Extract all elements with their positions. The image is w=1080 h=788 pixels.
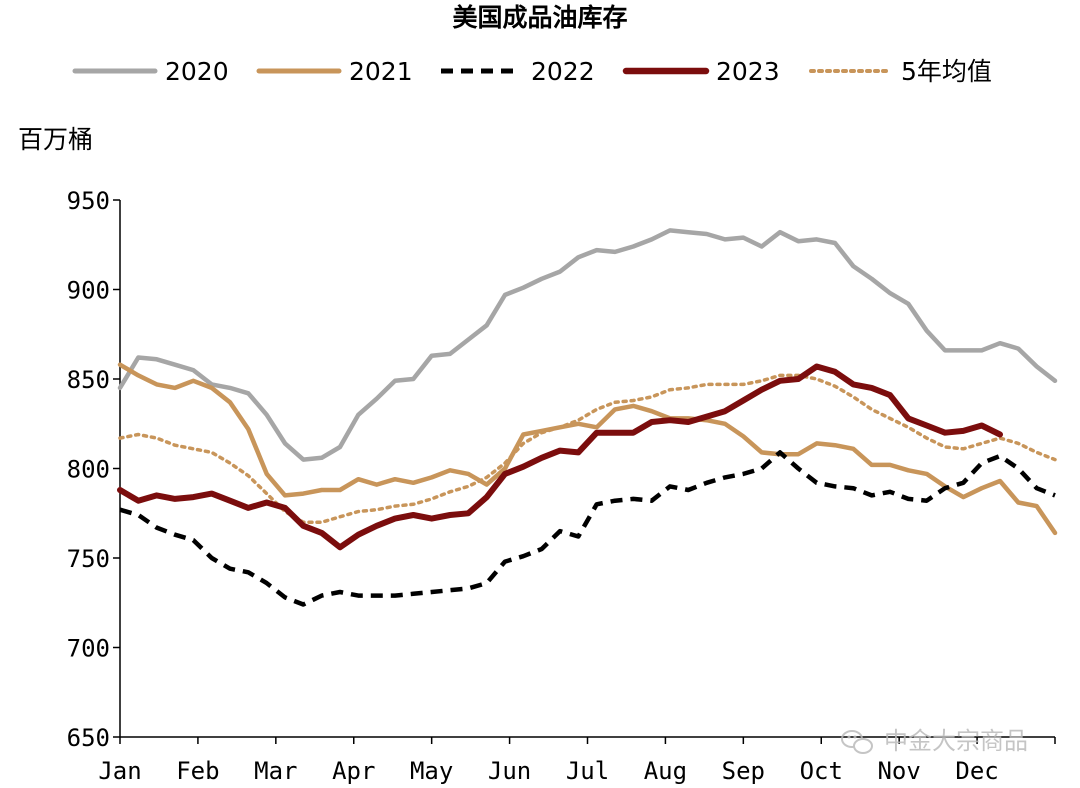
series-line-5年均值 xyxy=(118,373,1057,524)
x-tick-label: Aug xyxy=(644,757,687,785)
x-tick-label: Dec xyxy=(955,757,998,785)
legend: 2020 2021 2022 2023 5年均值 xyxy=(72,57,992,86)
series-line-2020 xyxy=(117,228,1058,462)
y-tick-label: 650 xyxy=(67,724,110,752)
series-line-2021 xyxy=(117,362,1058,536)
watermark: 中金大宗商品 xyxy=(841,727,1028,755)
legend-label-2023: 2023 xyxy=(716,57,780,86)
x-tick-label: Oct xyxy=(800,757,843,785)
y-axis-unit-label: 百万桶 xyxy=(18,125,93,154)
legend-label-2020: 2020 xyxy=(165,57,229,86)
x-tick-label: Feb xyxy=(176,757,219,785)
x-tick-label: Jul xyxy=(566,757,609,785)
y-tick-label: 900 xyxy=(67,277,110,305)
x-tick-label: Sep xyxy=(722,757,765,785)
legend-label-5年均值: 5年均值 xyxy=(901,57,992,86)
watermark-text: 中金大宗商品 xyxy=(884,727,1028,755)
x-tick-label: Apr xyxy=(332,757,375,785)
x-tick-label: Nov xyxy=(877,757,920,785)
legend-label-2021: 2021 xyxy=(349,57,413,86)
axes: 650 700 750 800 850 900 950 Jan Feb Mar Apr May Jun J… xyxy=(67,187,1056,785)
x-tick-label: Jan xyxy=(98,757,141,785)
x-tick-label: May xyxy=(410,757,453,785)
x-tick-label: Mar xyxy=(254,757,297,785)
y-tick-label: 750 xyxy=(67,545,110,573)
x-tick-label: Jun xyxy=(488,757,531,785)
y-tick-label: 950 xyxy=(67,187,110,215)
legend-label-2022: 2022 xyxy=(531,57,595,86)
y-tick-label: 700 xyxy=(67,635,110,663)
series-line-2023 xyxy=(117,363,1003,551)
chart-title: 美国成品油库存 xyxy=(452,3,627,32)
series-line-2022 xyxy=(119,450,1056,607)
y-tick-label: 800 xyxy=(67,456,110,484)
wechat-icon xyxy=(841,730,873,754)
plot-area xyxy=(117,228,1058,607)
y-tick-label: 850 xyxy=(67,366,110,394)
